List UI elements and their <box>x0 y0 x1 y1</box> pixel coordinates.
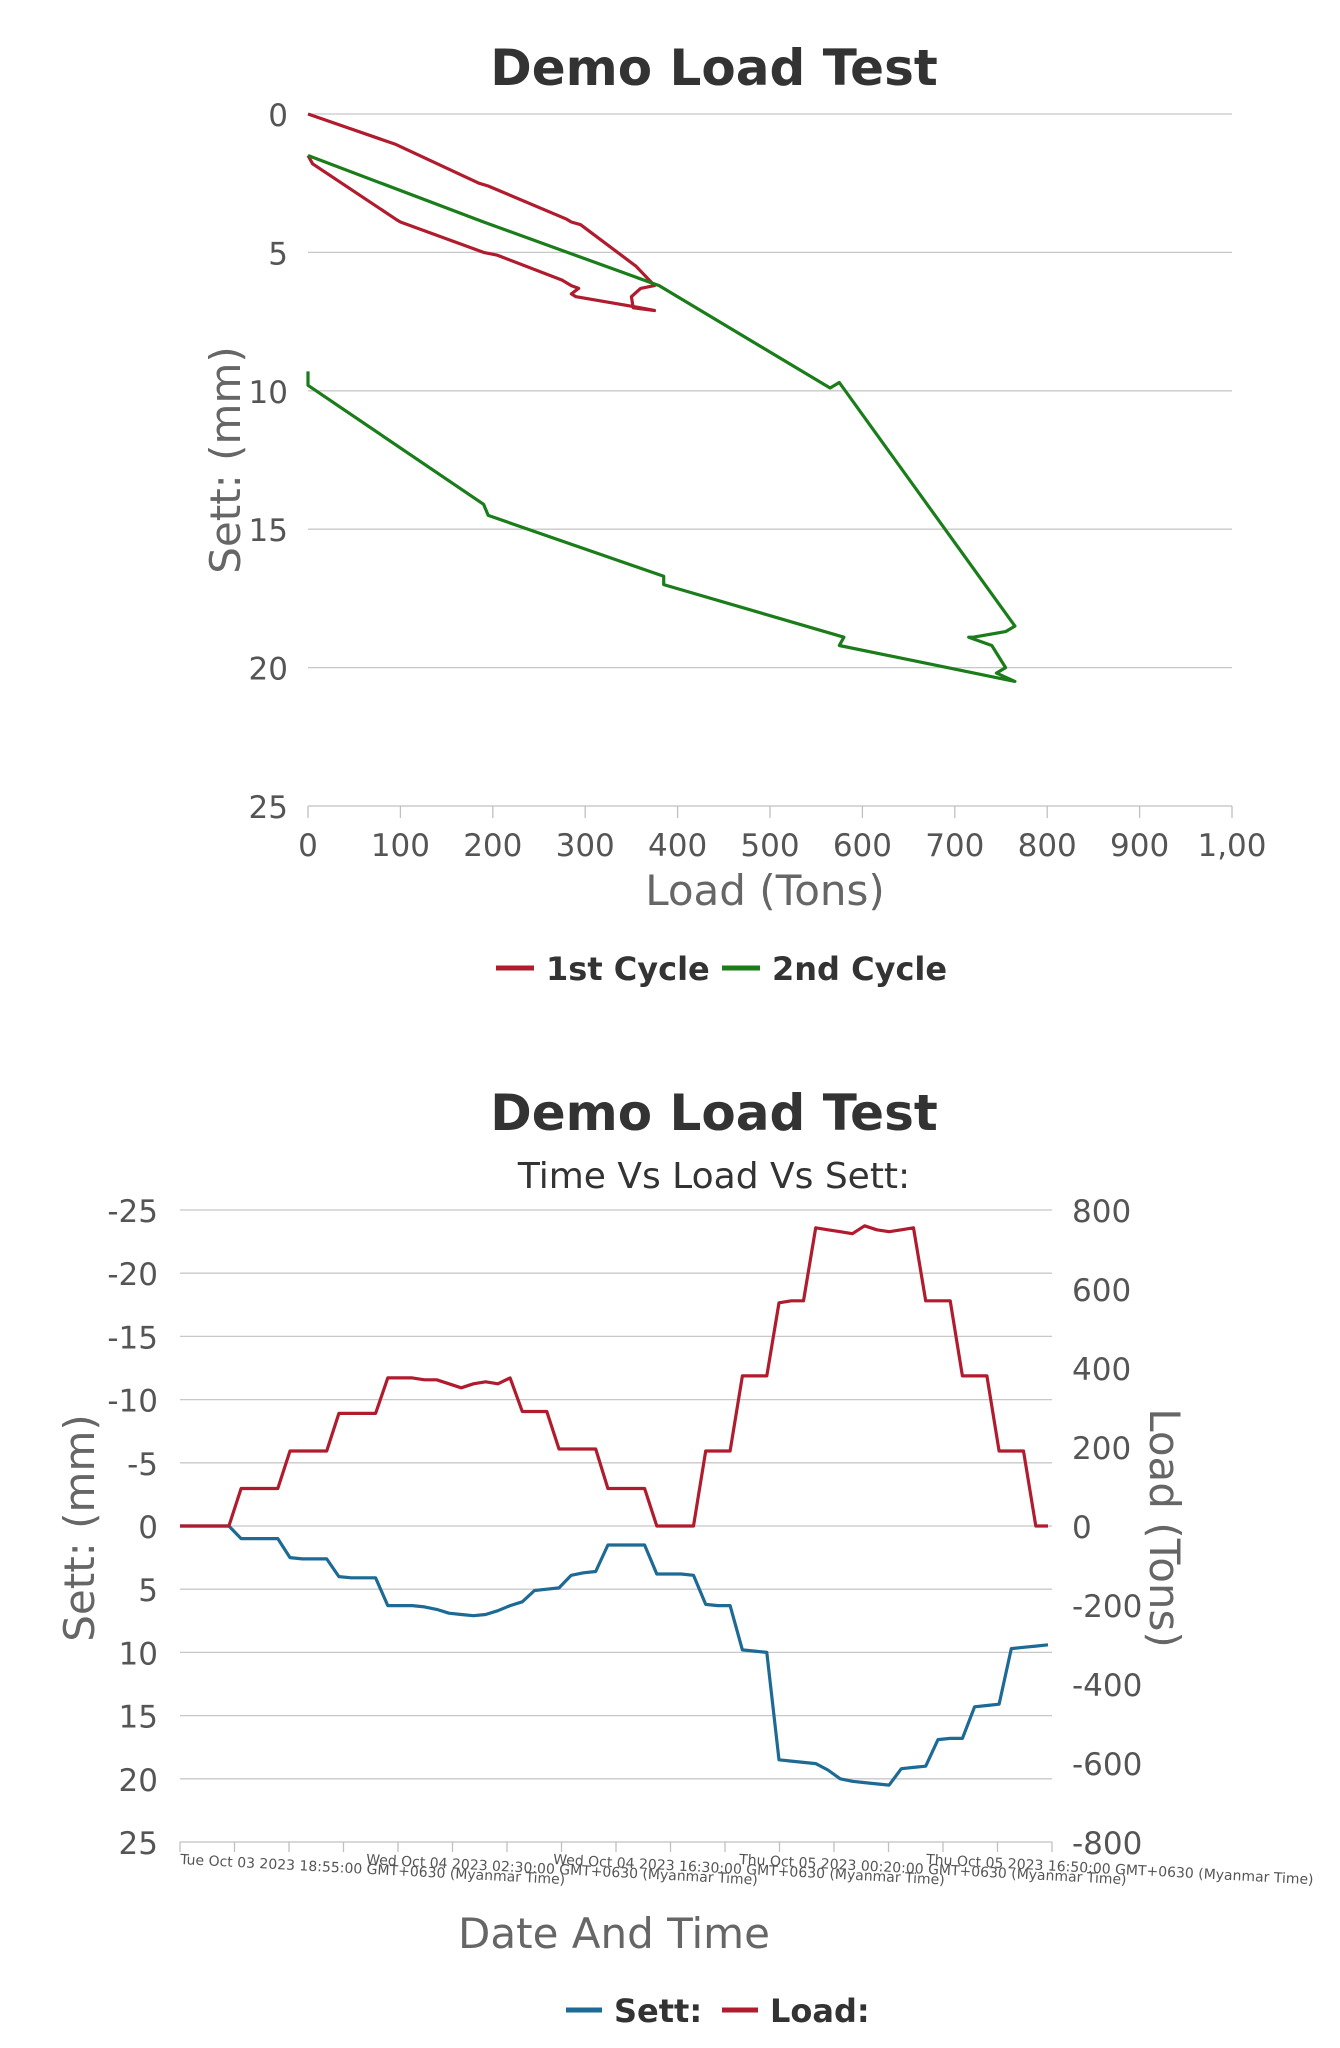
chart2-x-axis-title: Date And Time <box>458 1909 770 1958</box>
legend-label: Load: <box>770 1992 870 2030</box>
x-tick-label: 200 <box>463 828 522 864</box>
y-tick-label: 15 <box>119 1700 158 1736</box>
y-tick-label: -5 <box>127 1447 158 1483</box>
series-line-2 <box>180 1224 1048 1528</box>
y2-tick-label: -600 <box>1072 1747 1142 1783</box>
chart2-legend: Sett: Load: <box>566 1992 870 2030</box>
chart1-grid <box>308 113 1232 807</box>
y2-tick-label: 0 <box>1072 1510 1092 1546</box>
y2-tick-label: -400 <box>1072 1668 1142 1704</box>
chart1-x-axis-title: Load (Tons) <box>645 866 885 915</box>
y-tick-label: 0 <box>138 1510 158 1546</box>
y2-tick-label: -200 <box>1072 1589 1142 1625</box>
y-tick-label: 10 <box>249 375 288 411</box>
chart1-series <box>306 112 1017 683</box>
chart2-y-ticks: -25 -20 -15 -10 -5 0 5 10 15 20 25 <box>107 1194 158 1862</box>
y-tick-label: 20 <box>249 652 288 688</box>
chart1-y-ticks: 0 5 10 15 20 25 <box>249 98 288 826</box>
y-tick-label: 15 <box>249 513 288 549</box>
chart2-title: Demo Load Test <box>490 1084 937 1142</box>
legend-label: 1st Cycle <box>546 950 710 988</box>
chart2-y2-axis-title: Load (Tons) <box>1140 1408 1189 1648</box>
y-tick-label: 20 <box>119 1763 158 1799</box>
x-tick-label: 0 <box>298 828 318 864</box>
x-tick-label: 300 <box>556 828 615 864</box>
y2-tick-label: -800 <box>1072 1826 1142 1862</box>
x-tick-label: 500 <box>740 828 799 864</box>
y-tick-label: 25 <box>249 790 288 826</box>
series-line-1 <box>180 1524 1049 1787</box>
y2-tick-label: 600 <box>1072 1273 1131 1309</box>
x-tick-label: 900 <box>1110 828 1169 864</box>
y-tick-label: 5 <box>268 236 288 272</box>
y-tick-label: 25 <box>119 1826 158 1862</box>
y2-tick-label: 400 <box>1072 1352 1131 1388</box>
chart2-grid <box>180 1209 1052 1843</box>
chart1-title: Demo Load Test <box>490 39 937 97</box>
chart1-x-ticks: 0 100 200 300 400 500 600 700 800 900 1,00 <box>298 806 1267 864</box>
y-tick-label: 10 <box>119 1636 158 1672</box>
x-tick-label: 800 <box>1018 828 1077 864</box>
legend-label: Sett: <box>614 1992 702 2030</box>
chart2-y-axis-title: Sett: (mm) <box>55 1414 104 1642</box>
y-tick-label: 5 <box>138 1573 158 1609</box>
chart2-y2-ticks: 800 600 400 200 0 -200 -400 -600 -800 <box>1072 1194 1142 1862</box>
series-line-1 <box>306 112 657 313</box>
x-tick-label: 700 <box>925 828 984 864</box>
legend-label: 2nd Cycle <box>772 950 947 988</box>
chart2-subtitle: Time Vs Load Vs Sett: <box>517 1156 910 1197</box>
x-tick-label: 100 <box>371 828 430 864</box>
y-tick-label: -25 <box>107 1194 158 1230</box>
series-line-2 <box>306 154 1017 683</box>
x-tick-label: 400 <box>648 828 707 864</box>
y-tick-label: -10 <box>107 1384 158 1420</box>
y-tick-label: -20 <box>107 1257 158 1293</box>
y-tick-label: -15 <box>107 1320 158 1356</box>
x-tick-label: 1,00 <box>1197 828 1266 864</box>
y2-tick-label: 800 <box>1072 1194 1131 1230</box>
chart2-series <box>180 1224 1049 1787</box>
y-tick-label: 0 <box>268 98 288 134</box>
chart1-legend: 1st Cycle 2nd Cycle <box>496 950 947 988</box>
chart2-x-ticks: Tue Oct 03 2023 18:55:00 GMT+0630 (Myanm… <box>179 1842 1314 1889</box>
x-tick-label: 600 <box>833 828 892 864</box>
y2-tick-label: 200 <box>1072 1431 1131 1467</box>
chart1-y-axis-title: Sett: (mm) <box>201 346 250 574</box>
